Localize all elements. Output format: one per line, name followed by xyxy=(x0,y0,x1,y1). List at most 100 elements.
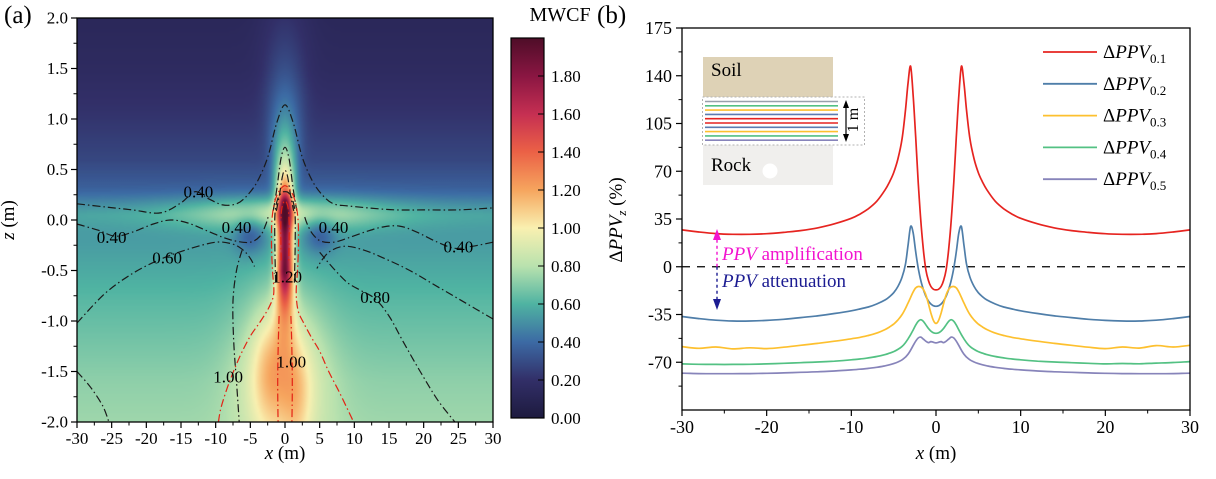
z-tick-label: 0.0 xyxy=(47,211,68,230)
x-tick-label: 25 xyxy=(450,429,467,448)
annotation-italic: PPV xyxy=(722,244,757,265)
x-tick-label: 0 xyxy=(281,429,290,448)
inset-soil-block xyxy=(703,57,833,97)
colorbar-tick-label: 0.60 xyxy=(551,295,581,314)
contour-0.80 xyxy=(232,250,243,423)
contour-1.00 xyxy=(290,315,293,423)
x-tick-label: -5 xyxy=(243,429,257,448)
inset-layer-box xyxy=(702,96,865,146)
ppv-attenuation-annotation: PPV attenuation xyxy=(722,272,846,291)
z-tick-label: 1.5 xyxy=(47,59,68,78)
y-tick-label: 70 xyxy=(654,161,672,181)
legend-item-dppv-0.2: ΔPPV0.2 xyxy=(1043,74,1166,98)
contour-label: 0.80 xyxy=(360,288,390,307)
y-tick-label: 35 xyxy=(654,209,672,229)
x-tick-label: 30 xyxy=(1181,417,1199,437)
contour-label: 0.60 xyxy=(152,248,182,267)
x-tick-label: -10 xyxy=(839,417,863,437)
y-tick-label: 175 xyxy=(645,18,672,38)
annotation-rest: attenuation xyxy=(756,271,846,292)
x-tick-label: 0 xyxy=(932,417,941,437)
contour-1.00 xyxy=(277,315,280,423)
x-tick-label: 10 xyxy=(346,429,363,448)
contour-label: 0.40 xyxy=(319,218,349,237)
amplification-arrowhead xyxy=(713,229,721,240)
x-tick-label: 20 xyxy=(1096,417,1114,437)
contour-0.80 xyxy=(275,169,295,212)
x-tick-label: 5 xyxy=(315,429,324,448)
legend-item-dppv-0.3: ΔPPV0.3 xyxy=(1043,106,1166,130)
x-tick-label: -30 xyxy=(66,429,89,448)
x-tick-label: -20 xyxy=(755,417,779,437)
colorbar-tick-label: 0.80 xyxy=(551,257,581,276)
z-tick-label: -1.0 xyxy=(41,312,68,331)
z-tick-label: -2.0 xyxy=(41,413,68,432)
legend-label: ΔPPV0.1 xyxy=(1103,42,1166,66)
panel-a-label: (a) xyxy=(4,2,32,29)
x-tick-label: -15 xyxy=(170,429,193,448)
panel-b-x-axis-label: x (m) xyxy=(915,443,957,464)
contour-label: 0.40 xyxy=(97,228,127,247)
legend-label: ΔPPV0.3 xyxy=(1103,106,1166,130)
contour-1.00 xyxy=(217,185,355,423)
annotation-rest: amplification xyxy=(756,244,863,265)
y-tick-label: -70 xyxy=(648,352,672,372)
legend-item-dppv-0.4: ΔPPV0.4 xyxy=(1043,137,1167,161)
x-tick-label: 10 xyxy=(1012,417,1030,437)
z-tick-label: -0.5 xyxy=(41,261,68,280)
series-dppv-0.3 xyxy=(681,285,1191,350)
colorbar-tick-label: 0.40 xyxy=(551,333,581,352)
series-dppv-0.4 xyxy=(681,318,1191,366)
contour-lines xyxy=(76,104,494,423)
inset-blast-source xyxy=(762,163,778,179)
x-tick-label: 15 xyxy=(381,429,398,448)
legend-item-dppv-0.5: ΔPPV0.5 xyxy=(1043,169,1166,193)
y-tick-label: 140 xyxy=(645,66,672,86)
inset-depth-label: 1 m xyxy=(845,107,862,133)
x-tick-label: -10 xyxy=(204,429,227,448)
annotation-italic: PPV xyxy=(722,271,757,292)
contour-label: 0.40 xyxy=(443,237,473,256)
contour-0.60 xyxy=(316,245,494,320)
mwcf-heatmap xyxy=(77,18,493,422)
colorbar-tick-label: 1.60 xyxy=(551,105,581,124)
panel-b: -30 -20 -10 0 10 20 30 175 140 105 70 35 0 -35 -70 x (m… xyxy=(606,18,1199,464)
panel-a: 0.400.400.40 0.400.400.601.200.801.001.00… xyxy=(0,9,581,465)
contour-label: 0.40 xyxy=(183,183,213,202)
z-tick-label: 2.0 xyxy=(47,9,68,28)
colorbar-tick-label: 0.20 xyxy=(551,371,581,390)
series-dppv-0.1 xyxy=(681,65,1191,291)
colorbar-tick-label: 1.80 xyxy=(551,67,581,86)
contour-0.40 xyxy=(303,215,494,250)
x-tick-label: 30 xyxy=(485,429,502,448)
inset-rock-label: Rock xyxy=(711,155,752,176)
y-tick-label: 0 xyxy=(663,257,672,277)
contour-label: 0.40 xyxy=(222,218,252,237)
contour-label: 1.00 xyxy=(213,368,243,387)
colorbar-tick-label: 1.40 xyxy=(551,143,581,162)
y-tick-label: -35 xyxy=(648,305,672,325)
x-tick-label: 20 xyxy=(415,429,432,448)
z-tick-label: 0.5 xyxy=(47,160,68,179)
inset-schematic xyxy=(702,57,865,185)
z-tick-label: 1.0 xyxy=(47,110,68,129)
contour-0.60 xyxy=(76,241,256,324)
colorbar-tick-label: 0.00 xyxy=(551,409,581,428)
colorbar-tick-label: 1.00 xyxy=(551,219,581,238)
panel-b-label: (b) xyxy=(597,2,627,29)
x-tick-label: -30 xyxy=(670,417,694,437)
contour-0.40 xyxy=(76,104,494,214)
series-dppv-0.2 xyxy=(681,225,1191,322)
ppv-amplification-annotation: PPV amplification xyxy=(722,245,863,264)
contour-1.60 xyxy=(280,200,290,261)
contour-1.20 xyxy=(274,191,296,283)
attenuation-arrowhead xyxy=(713,299,721,310)
contour-label: 1.00 xyxy=(276,352,306,371)
contour-label: 1.20 xyxy=(272,268,302,287)
panel-a-z-axis-label: z (m) xyxy=(0,200,19,241)
legend-label: ΔPPV0.5 xyxy=(1103,169,1166,193)
x-tick-label: -20 xyxy=(135,429,158,448)
x-tick-label: -25 xyxy=(100,429,123,448)
